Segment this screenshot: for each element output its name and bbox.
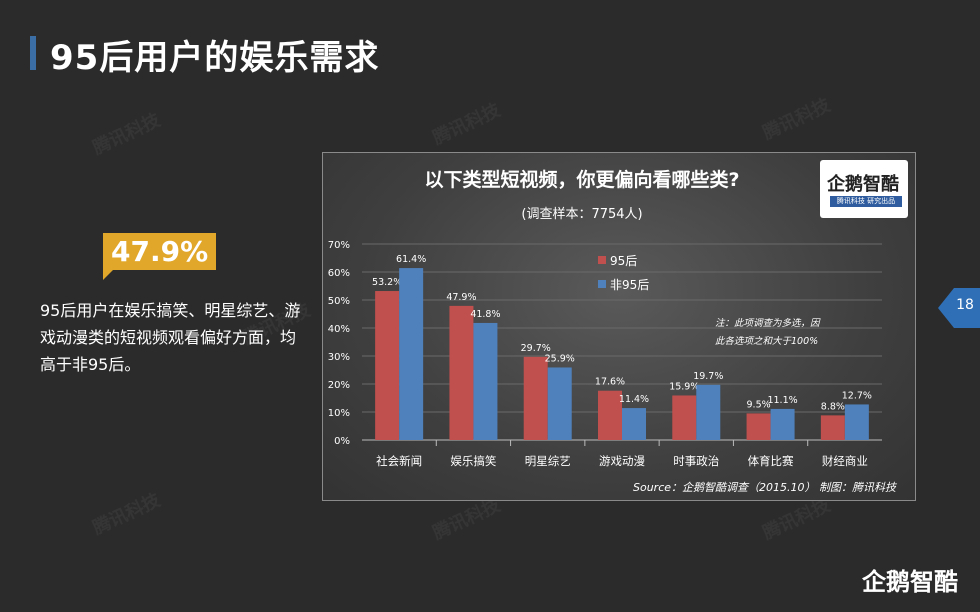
y-tick-label: 10% xyxy=(328,408,350,419)
brand-logo-subtitle: 腾讯科技 研究出品 xyxy=(830,196,902,207)
bar xyxy=(844,404,869,440)
footer-logo: 企鹅智酷 xyxy=(862,568,958,596)
y-tick-label: 50% xyxy=(328,296,350,307)
legend-swatch xyxy=(598,280,606,288)
bar xyxy=(696,384,721,440)
watermark: 腾讯科技 xyxy=(429,99,504,150)
data-label: 9.5% xyxy=(747,399,771,410)
data-label: 61.4% xyxy=(396,254,426,265)
legend-swatch xyxy=(598,256,606,264)
y-tick-label: 0% xyxy=(334,436,350,447)
page-badge-arrow xyxy=(938,288,954,328)
bar xyxy=(473,322,498,440)
bar xyxy=(375,291,400,440)
bar xyxy=(449,305,474,440)
highlight-description: 95后用户在娱乐搞笑、明星综艺、游戏动漫类的短视频观看偏好方面，均高于非95后。 xyxy=(40,301,301,374)
y-tick-label: 70% xyxy=(328,240,350,251)
y-tick-label: 20% xyxy=(328,380,350,391)
data-label: 53.2% xyxy=(372,277,402,288)
data-label: 41.8% xyxy=(470,309,500,320)
x-tick-label: 游戏动漫 xyxy=(599,454,645,468)
page-badge xyxy=(954,288,980,328)
bar xyxy=(746,413,771,440)
x-tick-label: 财经商业 xyxy=(822,454,868,468)
bar xyxy=(770,408,795,440)
bar xyxy=(598,390,622,440)
bar xyxy=(622,408,646,440)
watermark: 腾讯科技 xyxy=(89,489,164,540)
chart-note-line2: 此各选项之和大于100% xyxy=(715,335,818,347)
x-tick-label: 社会新闻 xyxy=(376,454,422,468)
watermark: 腾讯科技 xyxy=(759,94,834,145)
x-tick-label: 娱乐搞笑 xyxy=(450,454,496,468)
bar-chart: 注：此项调查为多选，因 此各选项之和大于100% Source：企鹅智酷调查（2… xyxy=(328,240,898,494)
y-tick-label: 40% xyxy=(328,324,350,335)
data-label: 12.7% xyxy=(842,390,872,401)
brand-logo-title: 企鹅智酷 xyxy=(827,174,899,195)
chart-note-line1: 注：此项调查为多选，因 xyxy=(715,317,821,329)
watermark: 腾讯科技 xyxy=(89,109,164,160)
highlight-value: 47.9% xyxy=(103,233,217,270)
page-title: 95后用户的娱乐需求 xyxy=(50,38,380,78)
bar xyxy=(523,356,548,440)
y-tick-label: 60% xyxy=(328,268,350,279)
data-label: 47.9% xyxy=(446,292,476,303)
brand-logo-badge xyxy=(820,160,908,218)
chart-title: 以下类型短视频，你更偏向看哪些类? xyxy=(424,169,740,191)
x-tick-label: 明星综艺 xyxy=(525,454,571,468)
data-label: 25.9% xyxy=(545,353,575,364)
title-accent-bar xyxy=(30,36,36,70)
bar xyxy=(820,415,845,440)
bar xyxy=(399,268,424,440)
data-label: 11.1% xyxy=(767,395,797,406)
y-tick-label: 30% xyxy=(328,352,350,363)
data-label: 19.7% xyxy=(693,371,723,382)
data-label: 15.9% xyxy=(669,381,699,392)
legend-label: 95后 xyxy=(610,254,637,268)
highlight-tail xyxy=(103,270,113,280)
bar xyxy=(672,395,697,440)
data-label: 8.8% xyxy=(821,401,845,412)
chart-subtitle: (调查样本：7754人) xyxy=(521,207,643,222)
x-tick-label: 时事政治 xyxy=(673,454,719,468)
chart-source: Source：企鹅智酷调查（2015.10） 制图：腾讯科技 xyxy=(633,481,898,494)
page-number: 18 xyxy=(956,297,974,313)
data-label: 11.4% xyxy=(619,394,649,405)
legend-label: 非95后 xyxy=(610,278,649,292)
bar xyxy=(547,367,572,440)
x-tick-label: 体育比赛 xyxy=(748,454,794,468)
data-label: 17.6% xyxy=(595,377,625,388)
data-label: 29.7% xyxy=(521,343,551,354)
